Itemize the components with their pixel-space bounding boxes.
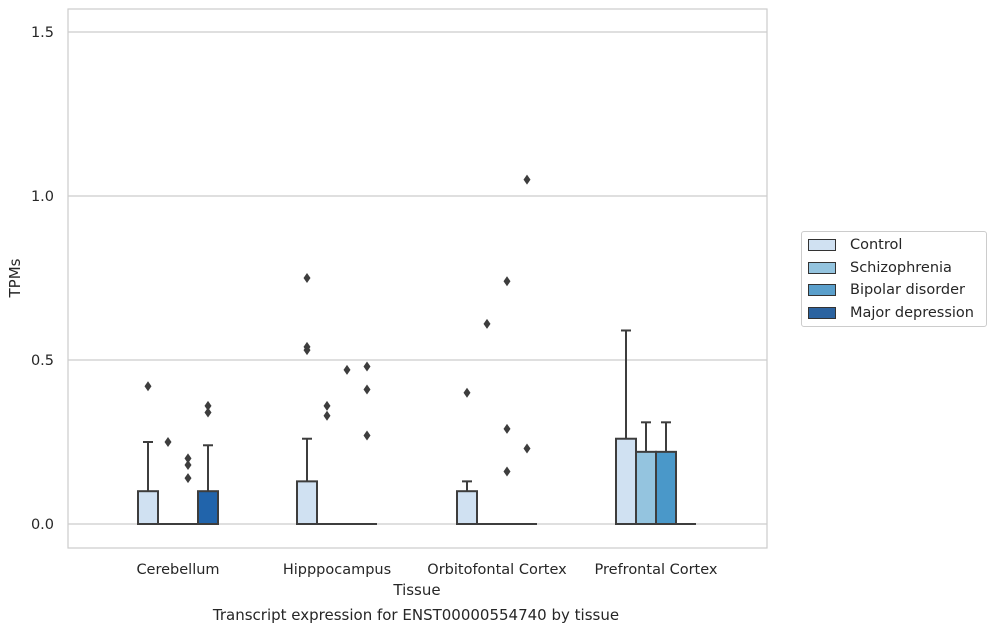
outlier-point <box>343 364 351 375</box>
outlier-point <box>164 437 172 447</box>
outlier-point <box>523 443 531 454</box>
box-schizophrenia <box>477 318 497 525</box>
x-tick-label: Hipppocampus <box>283 562 391 578</box>
outlier-point <box>184 473 192 484</box>
box-bipolar-disorder <box>178 453 198 525</box>
y-tick-label: 0.5 <box>31 353 54 369</box>
box-schizophrenia <box>158 437 178 525</box>
outlier-point <box>303 341 311 352</box>
legend-label: Schizophrenia <box>850 259 952 276</box>
outlier-point <box>483 318 491 329</box>
legend-item: Control <box>808 236 902 254</box>
outlier-point <box>184 453 192 464</box>
box-bipolar-disorder <box>655 421 677 525</box>
outlier-point <box>363 430 371 441</box>
legend-swatch <box>808 261 836 274</box>
box-schizophrenia <box>635 421 657 525</box>
legend-label: Major depression <box>850 304 974 321</box>
grid-lines <box>68 31 767 525</box>
legend-swatch <box>808 284 836 296</box>
outlier-point <box>503 276 511 287</box>
box-plot-groups <box>137 174 696 526</box>
box <box>615 437 637 525</box>
outlier-point <box>503 466 511 477</box>
y-axis-ticks: 0.00.51.01.52.02.53.0 <box>31 25 54 533</box>
legend-swatch <box>808 239 836 251</box>
box-major-depression <box>197 400 219 526</box>
box-bipolar-disorder <box>337 364 357 525</box>
box <box>296 480 318 525</box>
box <box>655 450 677 525</box>
legend-item: Bipolar disorder <box>808 281 965 299</box>
box-control <box>137 381 159 526</box>
legend: Control Schizophrenia Bipolar disorder Majo… <box>801 231 987 327</box>
box <box>635 450 657 525</box>
x-tick-label: Orbitofontal Cortex <box>427 562 567 578</box>
box <box>137 490 159 526</box>
x-tick-label: Prefrontal Cortex <box>595 562 718 578</box>
box-major-depression <box>517 174 537 525</box>
box-control <box>296 273 318 525</box>
legend-swatch <box>808 306 836 319</box>
chart-caption: Transcript expression for ENST0000055474… <box>212 606 620 624</box>
y-tick-label: 0.0 <box>31 517 54 533</box>
legend-label: Bipolar disorder <box>850 282 965 298</box>
box-control <box>615 329 637 525</box>
outlier-point <box>363 361 371 372</box>
box <box>197 490 219 526</box>
outlier-point <box>184 459 192 470</box>
box-schizophrenia <box>317 400 337 525</box>
outlier-point <box>503 423 511 434</box>
box-bipolar-disorder <box>497 276 517 525</box>
plot-area-frame <box>67 8 768 549</box>
outlier-point <box>323 410 331 421</box>
legend-label: Control <box>850 237 903 253</box>
outlier-point <box>144 381 152 392</box>
outlier-point <box>323 400 331 411</box>
x-axis-ticks: Cerebellum Hipppocampus Orbitofontal Corte… <box>136 562 717 578</box>
y-tick-label: 1.5 <box>31 25 54 41</box>
x-axis-label: Tissue <box>392 581 440 599</box>
outlier-point <box>204 400 212 411</box>
legend-item: Schizophrenia <box>808 259 952 277</box>
outlier-point <box>363 384 371 395</box>
outlier-point <box>204 407 212 418</box>
x-tick-label: Cerebellum <box>136 562 219 578</box>
box-major-depression <box>357 361 377 525</box>
legend-item: Major depression <box>808 304 974 322</box>
y-tick-label: 1.0 <box>31 189 54 205</box>
y-axis-label: TPMs <box>6 258 24 298</box>
outlier-point <box>523 174 531 185</box>
outlier-point <box>463 387 471 398</box>
outlier-point <box>303 273 311 283</box>
box <box>456 490 478 526</box>
box-control <box>456 387 478 526</box>
